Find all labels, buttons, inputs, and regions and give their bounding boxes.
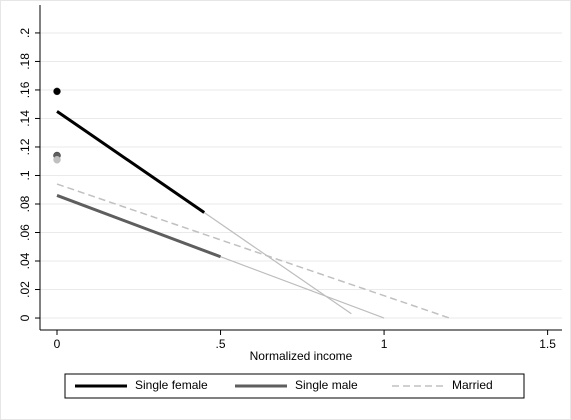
- y-tick-label: .2: [18, 28, 32, 38]
- legend: [64, 373, 525, 399]
- series-line: [56, 194, 222, 259]
- series-line: [56, 110, 206, 214]
- y-tick-label: .1: [18, 170, 32, 180]
- y-tick-label: .04: [18, 252, 32, 269]
- x-tick-label: 0: [54, 337, 61, 351]
- legend-label: Single female: [135, 378, 208, 392]
- y-tick-label: .12: [18, 138, 32, 155]
- y-tick-label: .08: [18, 195, 32, 212]
- y-tick-label: .18: [18, 53, 32, 70]
- x-axis-label: Normalized income: [250, 349, 353, 363]
- point: [53, 87, 61, 96]
- legend-label: Single male: [295, 378, 358, 392]
- x-tick-label: .5: [216, 337, 226, 351]
- legend-label: Married: [452, 378, 493, 392]
- x-tick-label: 1.5: [539, 337, 556, 351]
- series-line: [56, 183, 450, 319]
- y-tick-label: .16: [18, 81, 32, 98]
- x-tick-label: 1: [381, 337, 388, 351]
- y-tick-label: .02: [18, 281, 32, 298]
- extension-line: [220, 256, 385, 319]
- y-tick-label: .06: [18, 224, 32, 241]
- y-tick-label: .14: [18, 110, 32, 127]
- point: [53, 156, 61, 164]
- y-tick-label: 0: [18, 314, 32, 321]
